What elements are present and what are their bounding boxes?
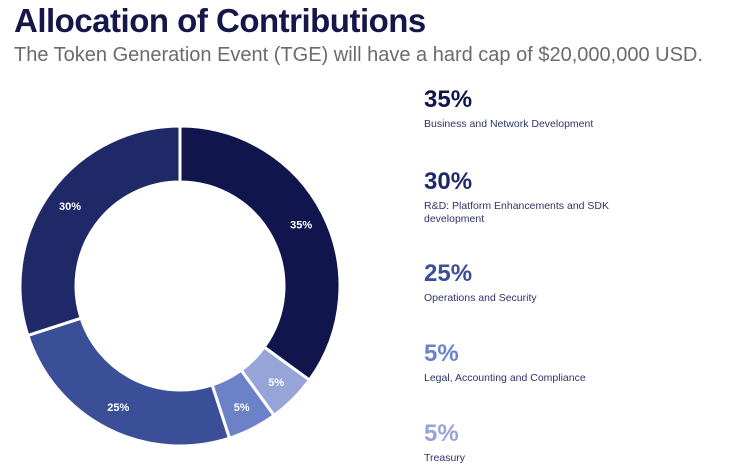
- legend-label: Business and Network Development: [424, 118, 594, 130]
- legend-item: 5% Treasury: [424, 420, 624, 465]
- legend-percent: 30%: [424, 168, 473, 195]
- legend-item: 30% R&D: Platform Enhancements and SDK d…: [424, 168, 624, 226]
- donut-slice: [25, 316, 232, 448]
- legend-percent: 35%: [424, 86, 473, 113]
- slice-label: 5%: [268, 377, 284, 389]
- slice-label: 35%: [290, 219, 312, 231]
- donut-slice: [178, 124, 342, 383]
- donut-slice: [18, 124, 182, 338]
- slice-label: 25%: [107, 402, 129, 414]
- donut-chart: 35% 5% 5% 25% 30%: [18, 124, 342, 448]
- page-subtitle: The Token Generation Event (TGE) will ha…: [14, 44, 703, 66]
- legend-percent: 5%: [424, 340, 459, 367]
- legend-percent: 5%: [424, 420, 459, 447]
- legend-item: 5% Legal, Accounting and Compliance: [424, 340, 624, 385]
- legend-label: R&D: Platform Enhancements and SDK devel…: [424, 200, 610, 225]
- legend-item: 35% Business and Network Development: [424, 86, 624, 131]
- page-title: Allocation of Contributions: [14, 2, 426, 39]
- legend-label: Treasury: [424, 452, 466, 464]
- legend-label: Operations and Security: [424, 292, 537, 304]
- legend-item: 25% Operations and Security: [424, 260, 624, 305]
- slice-label: 5%: [234, 402, 250, 414]
- legend-label: Legal, Accounting and Compliance: [424, 372, 586, 384]
- slice-label: 30%: [59, 201, 81, 213]
- legend-percent: 25%: [424, 260, 473, 287]
